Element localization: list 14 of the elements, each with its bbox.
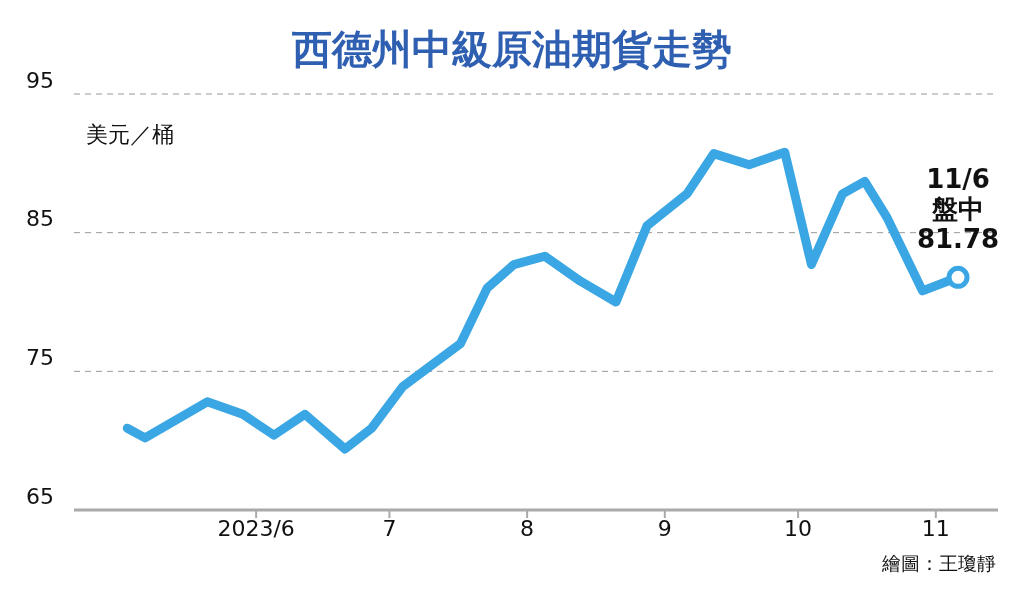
- text: 繪圖：王瓊靜: [882, 551, 996, 576]
- y-tick-label: 95: [26, 67, 54, 93]
- x-tick-label: 8: [520, 515, 535, 541]
- x-tick-label: 10: [784, 515, 813, 541]
- x-tick-label: 2023/6: [217, 515, 295, 541]
- annotation: 11/6 盤中 81.78: [916, 164, 1000, 255]
- chart-title: 西德州中級原油期貨走勢: [292, 26, 732, 72]
- y-tick-label: 75: [26, 345, 54, 371]
- y-axis-title: 美元／桶: [86, 121, 174, 149]
- x-tick-label: 7: [382, 515, 397, 541]
- x-tick-label: 9: [657, 515, 672, 541]
- x-tick-label: 11: [921, 515, 950, 541]
- y-tick-label: 65: [26, 483, 54, 509]
- y-tick-label: 85: [26, 206, 54, 232]
